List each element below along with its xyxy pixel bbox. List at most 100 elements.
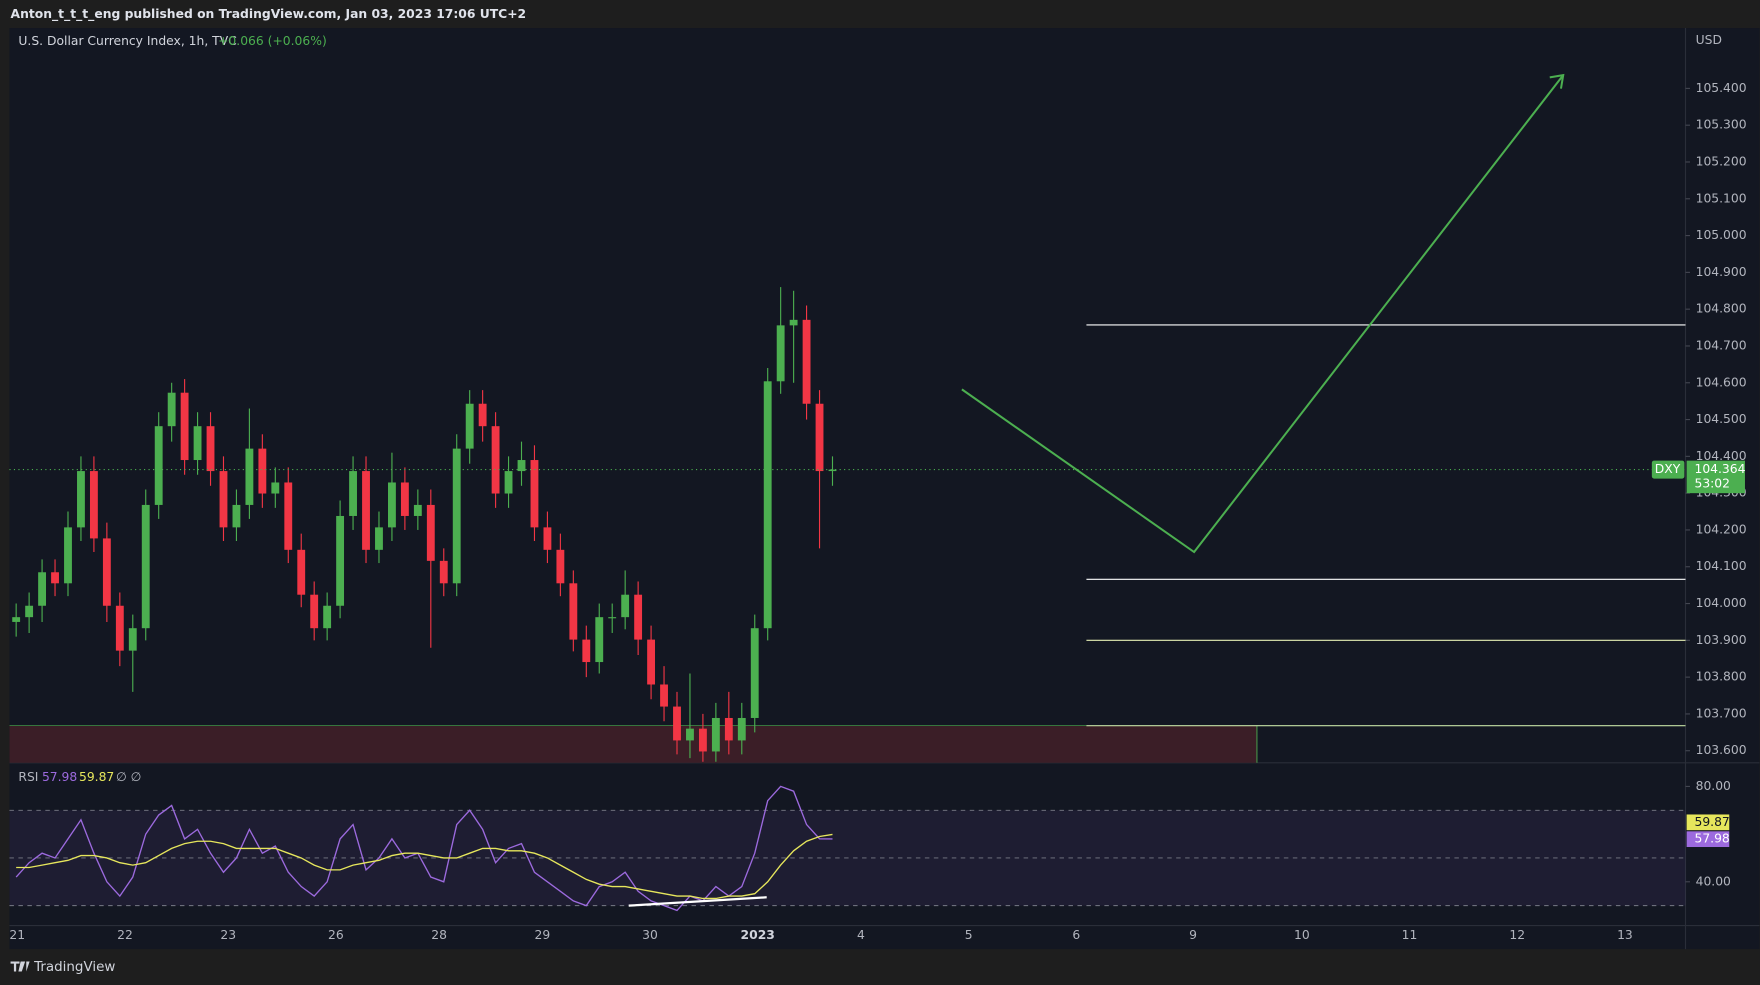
x-tick-label: 10 bbox=[1294, 928, 1310, 942]
candle-body bbox=[38, 572, 47, 606]
candle-body bbox=[647, 639, 656, 685]
x-tick-label: 11 bbox=[1402, 928, 1418, 942]
rsi-extra: ∅ ∅ bbox=[116, 770, 141, 784]
candle-body bbox=[284, 482, 293, 550]
candle-body bbox=[89, 471, 98, 539]
symbol-badge bbox=[1651, 460, 1685, 479]
y-tick-label: 104.400 bbox=[1696, 449, 1747, 463]
price-badge bbox=[1686, 460, 1745, 494]
y-tick-label: 103.800 bbox=[1696, 670, 1747, 684]
candle-body bbox=[64, 527, 72, 584]
x-tick-label: 4 bbox=[857, 928, 865, 942]
candle-body bbox=[426, 504, 435, 561]
brand: TradingView bbox=[33, 960, 115, 975]
candle-body bbox=[582, 639, 591, 663]
candle-body bbox=[51, 572, 59, 584]
candle-body bbox=[271, 482, 280, 494]
rsi-tick-label: 80.00 bbox=[1696, 779, 1731, 793]
x-tick-label: 30 bbox=[642, 928, 658, 942]
y-tick-label: 105.400 bbox=[1696, 81, 1747, 95]
candle-body bbox=[12, 617, 21, 622]
price-label: 104.364 bbox=[1694, 462, 1745, 476]
candle-body bbox=[180, 392, 189, 461]
y-tick-label: 103.600 bbox=[1696, 743, 1747, 757]
candle-body bbox=[219, 471, 228, 528]
candle-body bbox=[154, 426, 163, 505]
candle-body bbox=[750, 628, 759, 718]
candle-body bbox=[193, 426, 202, 461]
candle-body bbox=[400, 482, 409, 516]
candle-body bbox=[77, 471, 85, 528]
candle-body bbox=[698, 728, 707, 752]
x-tick-label: 21 bbox=[9, 928, 25, 942]
candle-body bbox=[776, 325, 785, 382]
candle-body bbox=[763, 381, 772, 629]
candle-body bbox=[724, 717, 733, 741]
x-tick-label: 6 bbox=[1072, 928, 1080, 942]
x-tick-label: 2023 bbox=[741, 928, 775, 942]
y-tick-label: 105.200 bbox=[1696, 154, 1747, 168]
candle-body bbox=[595, 617, 604, 663]
candle-body bbox=[439, 560, 448, 584]
change-label: +0.066 (+0.06%) bbox=[218, 34, 327, 48]
candle-body bbox=[323, 605, 332, 629]
logo bbox=[10, 961, 30, 972]
candle-body bbox=[336, 515, 345, 606]
candle-body bbox=[737, 717, 746, 741]
candle-body bbox=[556, 549, 565, 584]
rsi-ma-value: 59.87 bbox=[79, 770, 114, 784]
candle-body bbox=[608, 617, 617, 619]
x-tick-label: 22 bbox=[117, 928, 133, 942]
x-tick-label: 13 bbox=[1617, 928, 1633, 942]
candle-body bbox=[349, 471, 357, 516]
candle-body bbox=[297, 549, 306, 595]
candle-body bbox=[686, 728, 694, 741]
candle-body bbox=[491, 426, 500, 494]
candle-body bbox=[789, 319, 798, 326]
y-tick-label: 104.100 bbox=[1696, 559, 1747, 573]
candle-body bbox=[828, 469, 837, 472]
candle-body bbox=[206, 426, 215, 472]
price-pane bbox=[9, 73, 1686, 763]
rsi-line bbox=[15, 785, 833, 912]
candle-body bbox=[478, 403, 487, 427]
y-tick-label: 104.500 bbox=[1696, 412, 1747, 426]
candle-body bbox=[569, 583, 578, 640]
arrow-path bbox=[961, 74, 1565, 554]
ma-badge bbox=[1686, 814, 1730, 831]
countdown: 53:02 bbox=[1694, 477, 1730, 491]
rsi-ma-line bbox=[16, 833, 833, 900]
candle-body bbox=[141, 504, 150, 629]
candle-body bbox=[115, 605, 124, 651]
symbol-label: DXY bbox=[1655, 462, 1681, 476]
y-tick-label: 104.200 bbox=[1696, 522, 1747, 536]
candle-body bbox=[102, 538, 111, 606]
candle-body bbox=[517, 460, 526, 472]
candle-body bbox=[504, 471, 513, 494]
symbol-title: U.S. Dollar Currency Index, 1h, TVC bbox=[18, 34, 236, 48]
candle-body bbox=[375, 527, 383, 550]
candle-body bbox=[711, 717, 720, 752]
candle-body bbox=[167, 392, 176, 427]
candle-body bbox=[310, 594, 319, 629]
candle-body bbox=[530, 460, 539, 528]
x-tick-label: 9 bbox=[1189, 928, 1197, 942]
y-tick-label: 105.000 bbox=[1696, 228, 1747, 242]
y-tick-label: 104.900 bbox=[1696, 265, 1747, 279]
rsi-tick-label: 40.00 bbox=[1696, 874, 1731, 888]
candle-body bbox=[815, 403, 824, 472]
candle-body bbox=[232, 504, 241, 528]
ma-badge-label: 59.87 bbox=[1694, 815, 1729, 829]
y-tick-label: 103.900 bbox=[1696, 633, 1747, 647]
divergence-line bbox=[628, 896, 767, 907]
candle-body bbox=[543, 527, 552, 550]
y-tick-label: 104.700 bbox=[1696, 338, 1747, 352]
x-tick-label: 23 bbox=[220, 928, 236, 942]
y-tick-label: 104.800 bbox=[1696, 302, 1747, 316]
rsi-badge bbox=[1686, 831, 1730, 848]
chart-background bbox=[9, 28, 1760, 950]
candle-body bbox=[452, 448, 461, 584]
x-tick-label: 28 bbox=[431, 928, 447, 942]
